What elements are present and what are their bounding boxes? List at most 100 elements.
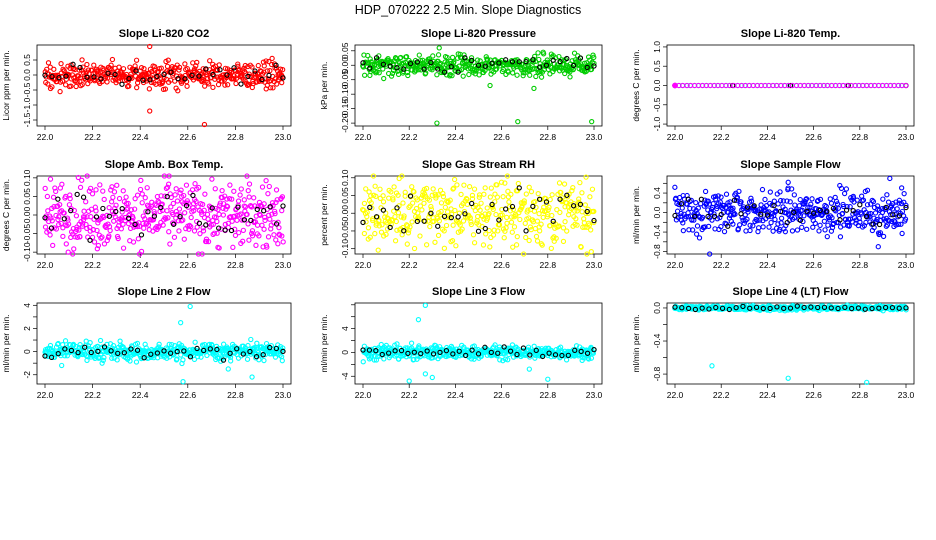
data-point (471, 186, 478, 192)
data-point (229, 218, 235, 224)
outlier-point (707, 251, 713, 257)
data-point (182, 61, 188, 67)
data-point (731, 210, 737, 216)
data-point (261, 201, 267, 207)
data-point (249, 230, 255, 237)
figure-title: HDP_070222 2.5 Min. Slope Diagnostics (355, 3, 582, 17)
reference-point (161, 71, 167, 77)
data-point (165, 57, 171, 63)
data-point (200, 225, 206, 231)
reference-point (685, 305, 692, 312)
data-point (174, 356, 180, 362)
data-point (239, 217, 245, 223)
data-point (224, 203, 231, 210)
data-point (734, 194, 741, 201)
data-point (114, 357, 120, 363)
data-point (118, 226, 124, 232)
data-point (431, 218, 437, 224)
data-point (702, 188, 709, 195)
reference-point (520, 345, 527, 351)
data-point (393, 218, 399, 225)
reference-point (217, 67, 223, 73)
data-point (375, 247, 381, 253)
y-axis-label: ml/min per min. (631, 186, 641, 244)
data-point (423, 242, 430, 248)
data-point (220, 341, 227, 347)
data-point (67, 192, 73, 198)
reference-point (430, 351, 437, 357)
reference-point (401, 228, 407, 234)
data-point (399, 173, 405, 179)
x-tick-label: 22.8 (540, 260, 557, 270)
data-point (721, 228, 728, 235)
reference-point (158, 204, 164, 211)
data-point (699, 214, 706, 221)
data-point (427, 223, 433, 230)
data-point (762, 196, 768, 203)
reference-point (418, 351, 424, 357)
data-point (160, 222, 166, 228)
y-tick-label: -1.5 (22, 112, 32, 127)
data-point (244, 211, 250, 217)
data-point (361, 230, 368, 237)
data-point (53, 188, 59, 195)
reference-point (360, 60, 366, 66)
data-point (49, 218, 55, 224)
y-tick-label: -0.8 (652, 244, 662, 259)
reference-point (482, 225, 488, 232)
y-axis-label: degrees C per min. (1, 179, 11, 251)
reference-point (784, 219, 790, 226)
reference-point (870, 221, 876, 227)
data-point (214, 218, 220, 225)
data-point (174, 198, 181, 204)
data-point (447, 197, 453, 203)
data-point (162, 193, 168, 199)
data-point (163, 185, 170, 192)
data-point (233, 80, 239, 87)
data-point (79, 177, 85, 183)
data-point (87, 339, 93, 346)
data-point (869, 197, 875, 204)
reference-point (248, 217, 254, 224)
data-point (115, 235, 121, 242)
x-tick-label: 22.4 (759, 132, 776, 142)
data-point (136, 223, 143, 229)
reference-point (401, 66, 407, 72)
data-point (478, 353, 484, 360)
reference-point (577, 201, 584, 207)
data-point (528, 188, 535, 195)
data-point (451, 185, 457, 191)
data-point (867, 213, 873, 220)
data-point (402, 189, 408, 195)
panel-2: Slope Li-820 Pressure 22.0 22.2 22.4 22.6 22.… (319, 28, 603, 142)
data-point (169, 341, 175, 348)
data-point (56, 214, 62, 220)
outlier-point (709, 363, 715, 369)
y-axis-label: degrees C per min. (631, 49, 641, 121)
outlier-point (436, 45, 442, 51)
outlier-point (785, 179, 791, 185)
data-point (727, 199, 733, 205)
outlier-point (526, 366, 532, 372)
reference-point (536, 64, 543, 70)
reference-point (360, 347, 366, 353)
data-point (395, 192, 401, 198)
data-point (460, 73, 466, 79)
data-point (452, 207, 458, 214)
x-tick-label: 22.0 (355, 390, 372, 400)
y-tick-label: 0.05 (340, 42, 350, 59)
data-point (238, 186, 244, 192)
reference-point (435, 66, 441, 72)
data-point (896, 221, 902, 227)
data-point (99, 78, 105, 85)
data-point (899, 230, 905, 237)
reference-point (577, 55, 584, 61)
data-point (71, 246, 77, 252)
reference-point (889, 304, 896, 311)
data-point (404, 69, 411, 76)
data-point (216, 245, 222, 251)
reference-point (516, 185, 522, 191)
data-point (493, 66, 500, 72)
reference-point (848, 305, 855, 312)
y-tick-label: 0.00 (340, 205, 350, 222)
